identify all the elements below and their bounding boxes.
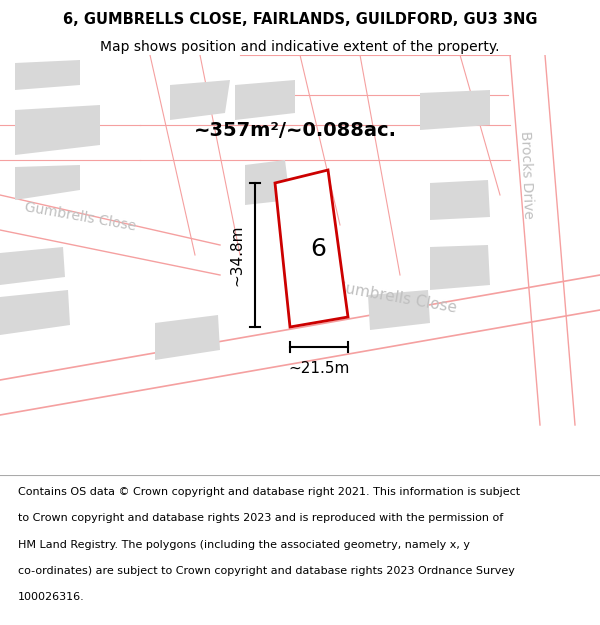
Polygon shape [0, 290, 70, 335]
Text: HM Land Registry. The polygons (including the associated geometry, namely x, y: HM Land Registry. The polygons (includin… [18, 539, 470, 549]
Polygon shape [170, 80, 230, 120]
Text: to Crown copyright and database rights 2023 and is reproduced with the permissio: to Crown copyright and database rights 2… [18, 513, 503, 523]
Text: Gumbrells Close: Gumbrells Close [23, 200, 137, 234]
Polygon shape [430, 180, 490, 220]
Text: Map shows position and indicative extent of the property.: Map shows position and indicative extent… [100, 39, 500, 54]
Polygon shape [420, 90, 490, 130]
Text: Gumbrells Close: Gumbrells Close [332, 279, 458, 315]
Polygon shape [15, 165, 80, 200]
Text: ~357m²/~0.088ac.: ~357m²/~0.088ac. [193, 121, 397, 139]
Polygon shape [15, 60, 80, 90]
Text: ~21.5m: ~21.5m [289, 361, 350, 376]
Polygon shape [245, 160, 290, 205]
Polygon shape [430, 245, 490, 290]
Text: Brocks Drive: Brocks Drive [518, 131, 536, 219]
Polygon shape [275, 170, 348, 327]
Text: 6: 6 [310, 238, 326, 261]
Polygon shape [235, 80, 295, 120]
Text: 100026316.: 100026316. [18, 592, 85, 602]
Text: 6, GUMBRELLS CLOSE, FAIRLANDS, GUILDFORD, GU3 3NG: 6, GUMBRELLS CLOSE, FAIRLANDS, GUILDFORD… [63, 12, 537, 27]
Text: ~34.8m: ~34.8m [229, 224, 245, 286]
Polygon shape [15, 105, 100, 155]
Text: Contains OS data © Crown copyright and database right 2021. This information is : Contains OS data © Crown copyright and d… [18, 487, 520, 497]
Polygon shape [368, 290, 430, 330]
Text: co-ordinates) are subject to Crown copyright and database rights 2023 Ordnance S: co-ordinates) are subject to Crown copyr… [18, 566, 515, 576]
Polygon shape [0, 247, 65, 285]
Polygon shape [155, 315, 220, 360]
